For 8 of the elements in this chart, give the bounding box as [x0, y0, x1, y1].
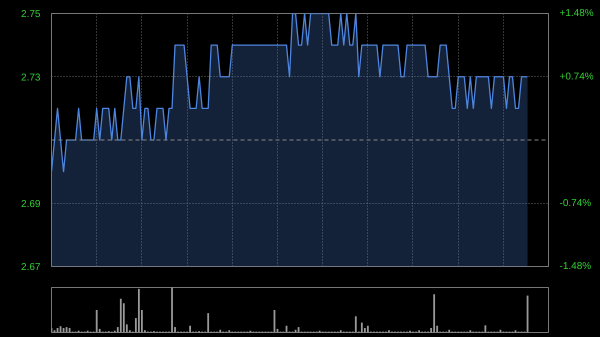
y-tick-label: 2.75 — [21, 9, 41, 20]
y2-tick-label: +0.74% — [560, 71, 594, 82]
y-tick-label: 2.67 — [21, 262, 41, 273]
y2-tick-label: +1.48% — [560, 8, 594, 19]
y2-tick-label: -1.48% — [560, 261, 592, 272]
y-tick-label: 2.69 — [21, 198, 41, 210]
y-tick-label: 2.73 — [21, 72, 41, 84]
y2-tick-label: -0.74% — [560, 198, 592, 209]
